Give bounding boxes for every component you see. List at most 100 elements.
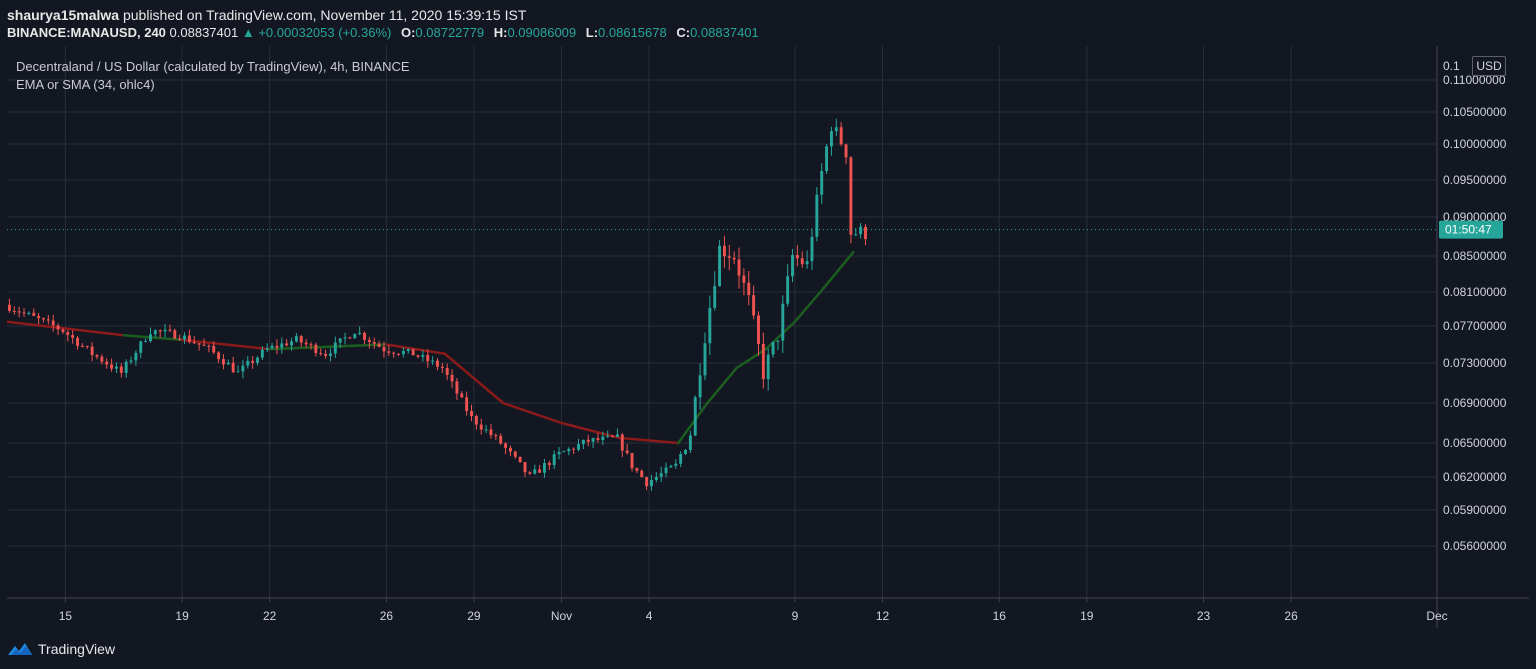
close-label: C: [676, 25, 691, 40]
candle-body [202, 344, 206, 346]
candle-body [659, 473, 663, 477]
time-tick-label: 22 [263, 609, 277, 623]
candle-body [752, 295, 756, 316]
chart-area[interactable]: 0.11000000 0.10500000 0.10000000 0.09500000… [5, 46, 1529, 633]
candle-body [139, 341, 143, 353]
candle-body [713, 286, 717, 308]
candle-body [319, 353, 323, 355]
candle-body [76, 337, 79, 346]
candle-body [800, 258, 804, 265]
indicator-label[interactable]: EMA or SMA (34, ohlc4) [16, 77, 155, 92]
time-tick-label: 19 [1080, 609, 1094, 623]
currency-badge[interactable]: USD [1472, 56, 1506, 76]
candle-body [698, 375, 702, 398]
candle-body [829, 131, 833, 147]
candle-body [212, 345, 216, 353]
price-tick-label: 0.08100000 [1443, 285, 1507, 299]
header-bar: shaurya15malwa published on TradingView.… [0, 0, 1536, 44]
ema-segment [735, 347, 768, 370]
candle-body [431, 360, 435, 362]
candle-body [22, 312, 26, 314]
candle-body [465, 397, 469, 411]
published-text: published on TradingView.com, November 1… [122, 7, 527, 23]
candle-body [217, 352, 221, 360]
candle-body [246, 360, 250, 366]
price-tick-label: 0.05900000 [1443, 503, 1507, 517]
candle-body [596, 438, 600, 440]
ema-segment [618, 436, 680, 445]
candle-body [737, 259, 741, 276]
candle-body [615, 434, 619, 437]
candle-body [669, 465, 673, 468]
candle-body [577, 444, 580, 450]
candle-body [654, 476, 658, 481]
candle-body [849, 157, 853, 235]
chart-legend: Decentraland / US Dollar (calculated by … [16, 58, 410, 94]
ema-segment [180, 338, 271, 351]
candle-body [401, 351, 405, 355]
candle-body [684, 449, 687, 454]
candle-body [168, 329, 172, 331]
price-chart[interactable]: 0.11000000 0.10500000 0.10000000 0.09500000… [5, 46, 1529, 628]
candle-body [538, 469, 542, 473]
candle-body [221, 359, 225, 365]
candle-body [294, 336, 298, 342]
candle-body [776, 340, 780, 342]
author-name[interactable]: shaurya15malwa [7, 7, 120, 23]
candle-body [32, 312, 36, 316]
ema-line [5, 250, 855, 445]
candle-body [343, 337, 347, 339]
candle-body [61, 329, 65, 333]
candle-body [119, 366, 123, 373]
open-label: O: [400, 25, 416, 40]
candle-body [231, 362, 235, 373]
price-tick-label: 0.08500000 [1443, 249, 1507, 263]
candle-body [591, 438, 595, 442]
candle-body [421, 354, 425, 357]
low-value: 0.08615678 [598, 25, 667, 40]
candle-body [207, 345, 211, 347]
ema-segment [822, 250, 855, 289]
candle-body [270, 345, 274, 349]
candle-body [460, 393, 464, 398]
candle-body [859, 226, 863, 235]
candle-body [562, 451, 566, 453]
candle-body [163, 329, 167, 332]
candle-body [144, 341, 148, 343]
close-value: 0.08837401 [690, 25, 759, 40]
candle-body [581, 439, 585, 445]
candle-body [397, 353, 401, 355]
candle-body [611, 435, 615, 437]
price-tick-label-top: 0.1 [1443, 59, 1460, 73]
tradingview-logo[interactable]: TradingView [6, 640, 115, 658]
candle-body [348, 337, 352, 339]
candle-body [864, 226, 867, 240]
time-tick-label: 29 [467, 609, 481, 623]
candle-body [820, 171, 824, 195]
high-value: 0.09086009 [507, 25, 577, 40]
candles [7, 118, 867, 491]
candle-body [761, 343, 765, 380]
candle-body [265, 348, 269, 350]
candle-body [664, 467, 668, 474]
candle-body [674, 463, 678, 466]
candle-body [56, 325, 60, 330]
candle-body [173, 330, 177, 339]
candle-body [285, 343, 289, 346]
candle-body [392, 352, 396, 354]
candle-body [256, 357, 259, 363]
candle-body [474, 416, 478, 425]
candle-body [499, 435, 503, 444]
candle-body [445, 368, 449, 375]
candle-body [484, 429, 488, 431]
ema-segment [443, 352, 505, 405]
candle-body [455, 381, 459, 394]
symbol-label[interactable]: BINANCE:MANAUSD, 240 [7, 25, 166, 40]
candle-body [71, 335, 75, 338]
ema-segment [706, 366, 738, 405]
price-tick-label: 0.10000000 [1443, 137, 1507, 151]
candle-body [187, 335, 191, 343]
candle-body [543, 462, 546, 473]
candle-body [679, 453, 683, 464]
candle-body [353, 333, 357, 339]
